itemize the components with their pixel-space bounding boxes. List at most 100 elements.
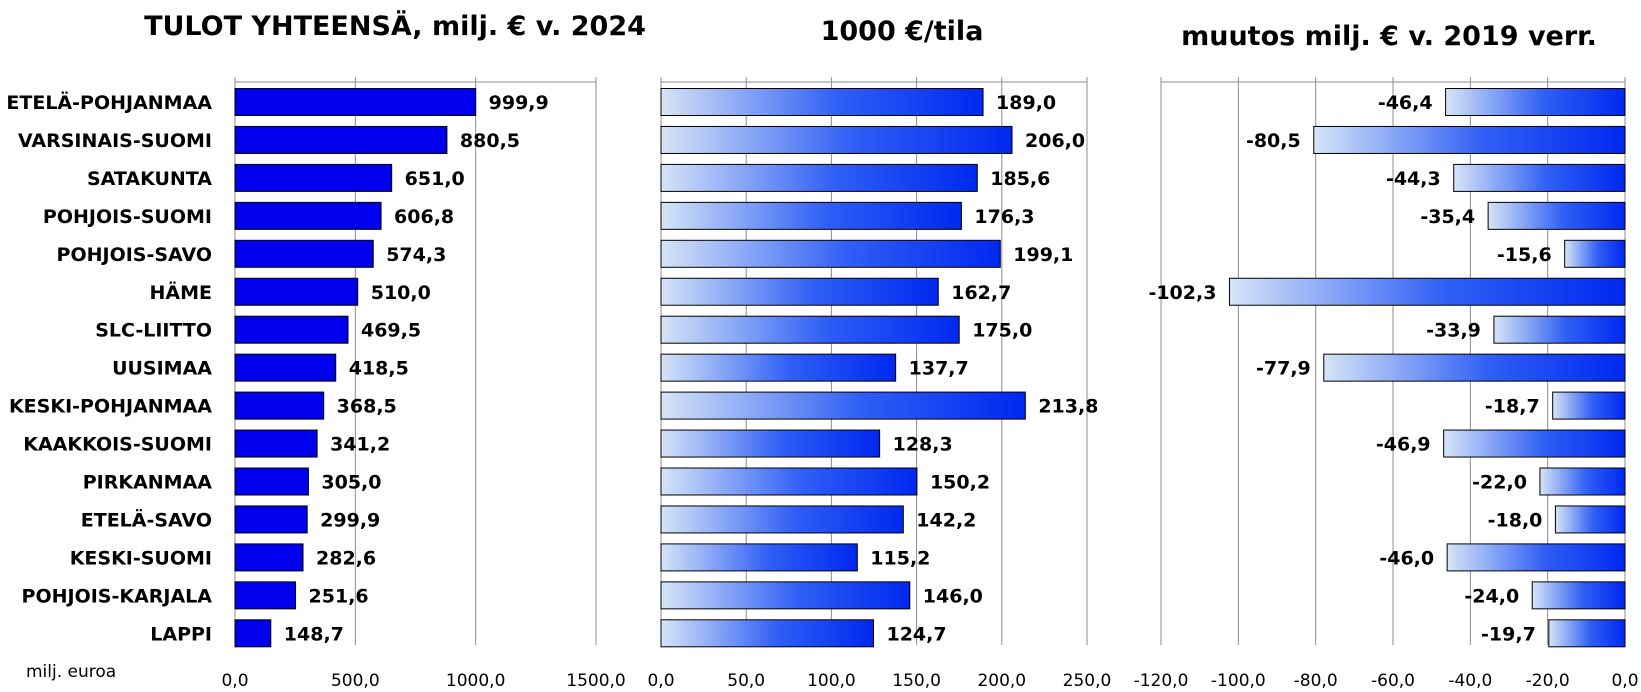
bar xyxy=(234,353,337,382)
value-label: 199,1 xyxy=(1013,244,1073,266)
bar xyxy=(234,201,382,230)
bar xyxy=(1539,467,1626,496)
value-label: 282,6 xyxy=(316,547,376,569)
bar xyxy=(660,391,1026,420)
bar xyxy=(1493,315,1626,344)
category-label: VARSINAIS-SUOMI xyxy=(18,130,212,152)
bar xyxy=(234,581,297,610)
chart2-title: 1000 €/tila xyxy=(821,16,984,47)
category-label: POHJOIS-KARJALA xyxy=(22,585,213,607)
bar xyxy=(660,277,939,306)
bar xyxy=(234,315,349,344)
value-label: 150,2 xyxy=(930,472,990,494)
value-label: 469,5 xyxy=(361,320,421,342)
bar xyxy=(1313,125,1626,154)
value-label: 124,7 xyxy=(886,623,946,645)
value-label: 574,3 xyxy=(386,244,446,266)
bar xyxy=(234,239,374,268)
tick-label: 200,0 xyxy=(977,671,1026,691)
value-label: 251,6 xyxy=(309,585,369,607)
bar xyxy=(1323,353,1626,382)
value-label: -35,4 xyxy=(1420,206,1475,228)
value-label: -46,9 xyxy=(1376,434,1431,456)
category-labels: ETELÄ-POHJANMAA VARSINAIS-SUOMI SATAKUNTA P… xyxy=(6,90,212,645)
value-label: 213,8 xyxy=(1038,396,1098,418)
tick-label: -60,0 xyxy=(1371,671,1415,691)
value-label: 115,2 xyxy=(870,547,930,569)
value-label: 299,9 xyxy=(320,509,380,531)
tick-label: 1500,0 xyxy=(566,671,625,691)
tick-label: -120,0 xyxy=(1134,671,1189,691)
tick-label: 150,0 xyxy=(892,671,941,691)
category-label: LAPPI xyxy=(150,623,212,645)
category-label: UUSIMAA xyxy=(112,358,212,380)
bar xyxy=(1446,543,1626,572)
category-label: HÄME xyxy=(150,280,213,304)
bar xyxy=(660,429,881,458)
bar xyxy=(1554,505,1626,534)
value-label: -33,9 xyxy=(1426,320,1481,342)
value-label: 368,5 xyxy=(337,396,397,418)
value-label: 880,5 xyxy=(460,130,520,152)
tick-label: -20,0 xyxy=(1526,671,1570,691)
value-label: 341,2 xyxy=(330,434,390,456)
value-label: 206,0 xyxy=(1025,130,1085,152)
category-label: PIRKANMAA xyxy=(83,472,213,494)
tick-label: 250,0 xyxy=(1063,671,1112,691)
bar xyxy=(660,125,1013,154)
value-label: 606,8 xyxy=(394,206,454,228)
chart1-panel: 0,0 500,0 1000,0 1500,0 999,9 880,5 651,0 606,8… xyxy=(221,77,626,691)
bar xyxy=(1445,88,1626,116)
value-label: 146,0 xyxy=(923,585,983,607)
tick-label: -80,0 xyxy=(1294,671,1338,691)
value-label: -46,0 xyxy=(1379,547,1434,569)
value-label: -80,5 xyxy=(1246,130,1301,152)
bar xyxy=(660,353,897,382)
value-label: 175,0 xyxy=(972,320,1032,342)
tick-label: 0,0 xyxy=(647,671,674,691)
tick-label: 1000,0 xyxy=(446,671,505,691)
value-label: -102,3 xyxy=(1148,282,1216,304)
chart3-title: muutos milj. € v. 2019 verr. xyxy=(1181,21,1597,52)
bar xyxy=(660,543,858,572)
tick-label: 50,0 xyxy=(727,671,765,691)
bar xyxy=(234,163,393,192)
bar xyxy=(234,277,359,306)
value-label: 162,7 xyxy=(951,282,1011,304)
value-label: 189,0 xyxy=(996,92,1056,114)
value-label: 510,0 xyxy=(371,282,431,304)
tick-label: 0,0 xyxy=(221,671,248,691)
bar xyxy=(660,581,911,610)
value-label: -15,6 xyxy=(1497,244,1552,266)
bar xyxy=(234,467,309,496)
bar xyxy=(1228,277,1626,306)
bar xyxy=(234,88,477,116)
bar xyxy=(234,429,318,458)
value-label: -18,7 xyxy=(1485,396,1540,418)
value-label: -44,3 xyxy=(1386,168,1441,190)
bar xyxy=(660,619,874,648)
tick-label: 100,0 xyxy=(807,671,856,691)
category-label: ETELÄ-SAVO xyxy=(81,507,212,531)
chart2-panel: 0,0 50,0 100,0 150,0 200,0 250,0 189,0 206,0 185… xyxy=(647,77,1111,691)
bar xyxy=(1548,619,1626,648)
bar xyxy=(1487,201,1626,230)
value-label: 176,3 xyxy=(974,206,1034,228)
bar xyxy=(1443,429,1626,458)
chart1-title: TULOT YHTEENSÄ, milj. € v. 2024 xyxy=(144,10,646,42)
value-label: -24,0 xyxy=(1464,585,1519,607)
category-label: SATAKUNTA xyxy=(87,168,212,190)
bar xyxy=(660,505,904,534)
bar xyxy=(660,239,1001,268)
value-label: -18,0 xyxy=(1488,509,1543,531)
bar xyxy=(1564,239,1626,268)
value-label: 148,7 xyxy=(284,623,344,645)
value-label: 128,3 xyxy=(893,434,953,456)
bar xyxy=(234,125,448,154)
category-label: KAAKKOIS-SUOMI xyxy=(23,434,212,456)
bar xyxy=(234,505,308,534)
tick-label: -100,0 xyxy=(1211,671,1266,691)
tick-label: 0,0 xyxy=(1611,671,1638,691)
category-label: ETELÄ-POHJANMAA xyxy=(6,90,212,114)
